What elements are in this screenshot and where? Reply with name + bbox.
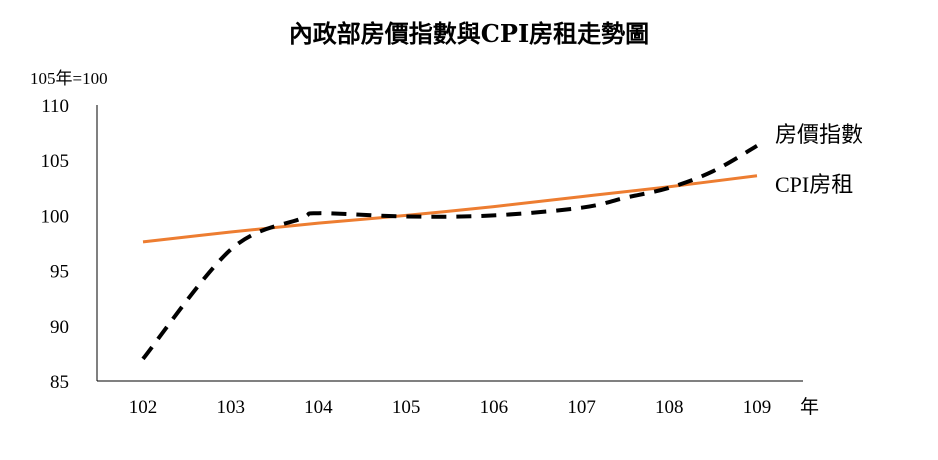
y-axis-unit-label: 105年=100 [30, 69, 108, 88]
x-tick-label: 105 [392, 397, 421, 418]
x-tick-label: 108 [655, 397, 684, 418]
x-axis-unit-label: 年 [800, 396, 819, 418]
x-tick-labels: 102 103 104 105 106 107 108 109 [129, 397, 772, 418]
y-tick-label: 90 [50, 317, 69, 338]
y-tick-label: 105 [41, 151, 70, 172]
x-tick-label: 102 [129, 397, 158, 418]
x-tick-label: 106 [480, 397, 509, 418]
y-tick-label: 85 [50, 372, 69, 393]
x-tick-label: 107 [567, 397, 596, 418]
x-tick-label: 103 [216, 397, 245, 418]
y-tick-label: 110 [41, 96, 69, 117]
y-tick-labels: 85 90 95 100 105 110 [41, 96, 70, 393]
x-tick-label: 109 [743, 397, 772, 418]
chart-title: 內政部房價指數與CPI房租走勢圖 [289, 19, 649, 48]
x-tick-label: 104 [304, 397, 333, 418]
y-tick-label: 100 [41, 206, 70, 227]
series-label-cpi-rent: CPI房租 [775, 172, 853, 197]
y-tick-label: 95 [50, 262, 69, 283]
series-line-house-price-index [141, 144, 759, 361]
series-line-cpi-rent [142, 174, 758, 244]
series-label-house-price-index: 房價指數 [775, 122, 863, 147]
